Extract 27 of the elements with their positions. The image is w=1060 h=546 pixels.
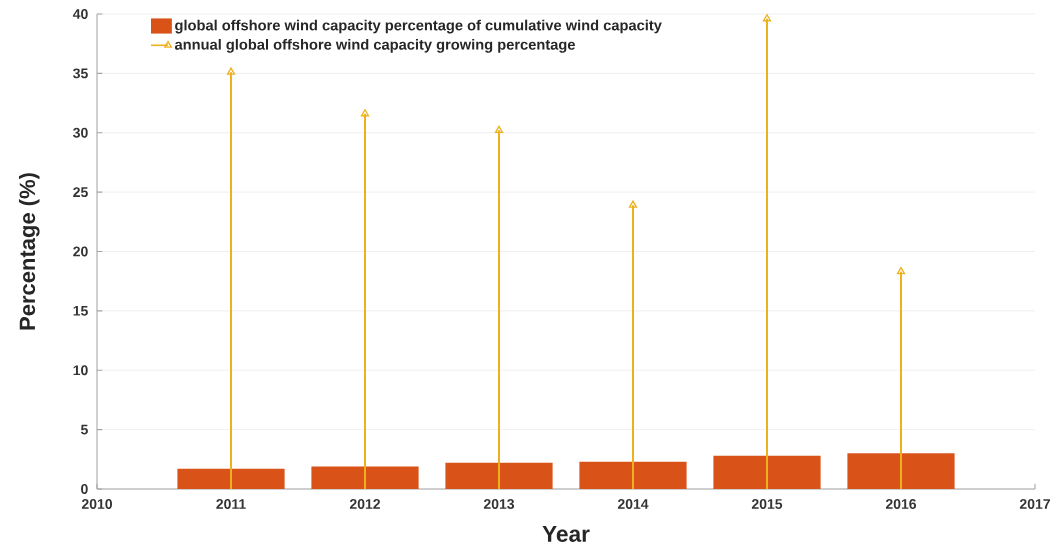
x-axis-title: Year <box>542 525 590 542</box>
y-tick-label: 15 <box>73 305 88 316</box>
y-tick-label: 5 <box>80 424 88 435</box>
x-tick-label: 2015 <box>751 498 783 509</box>
y-tick-label: 20 <box>73 246 88 257</box>
y-tick-label: 35 <box>73 68 88 79</box>
y-axis-title: Percentage (%) <box>18 172 40 330</box>
point <box>360 108 370 117</box>
y-tick-label: 30 <box>73 127 88 138</box>
x-tick-label: 2010 <box>81 498 112 509</box>
point <box>494 125 504 133</box>
point <box>896 266 906 275</box>
x-tick-label: 2011 <box>216 498 246 509</box>
x-tick-label: 2012 <box>349 498 380 509</box>
y-tick-label: 10 <box>73 365 88 376</box>
x-tick-label: 2014 <box>617 498 649 509</box>
point <box>226 67 236 75</box>
x-tick-label: 2017 <box>1019 498 1050 509</box>
point <box>762 13 772 22</box>
legend-label: annual global offshore wind capacity growing percentage <box>174 38 575 53</box>
point <box>628 200 638 208</box>
y-tick-label: 0 <box>81 483 88 494</box>
x-tick-label: 2016 <box>885 498 917 509</box>
y-tick-label: 40 <box>72 8 88 19</box>
y-tick-label: 25 <box>73 186 88 197</box>
legend-label: global offshore wind capacity percentage of cumulative wind capacity <box>175 19 662 34</box>
x-tick-label: 2013 <box>483 498 515 509</box>
